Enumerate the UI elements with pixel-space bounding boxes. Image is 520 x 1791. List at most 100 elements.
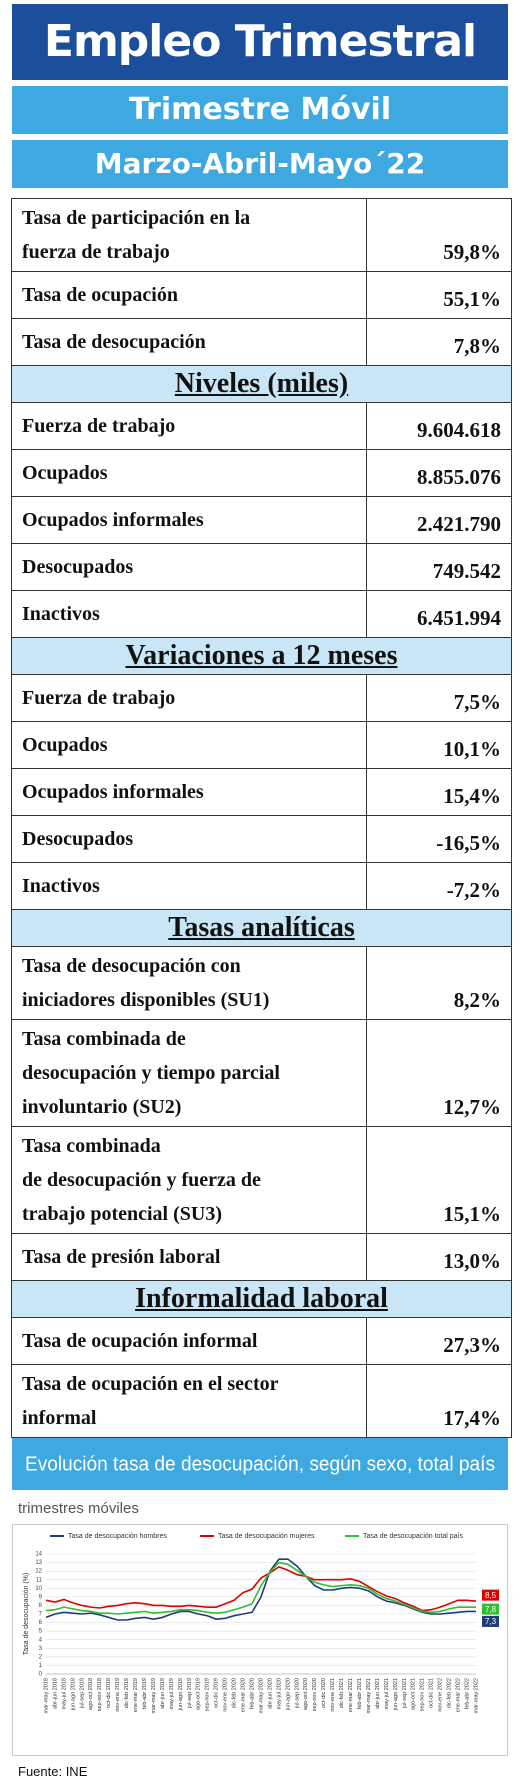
row-value: 15,1% — [366, 1126, 512, 1234]
x-tick-label: abr-jun 2018 — [52, 1678, 58, 1709]
row-label: Tasa combinada de desocupación y tiempo … — [11, 1019, 367, 1127]
y-tick-label: 6 — [39, 1620, 43, 1626]
row-value: 55,1% — [366, 271, 512, 319]
row-value: 2.421.790 — [366, 496, 512, 544]
y-tick-label: 9 — [39, 1594, 43, 1600]
row-value: -16,5% — [366, 815, 512, 863]
x-tick-label: dic-feb 2019 — [124, 1678, 130, 1708]
legend-label: Tasa de desocupación mujeres — [218, 1533, 315, 1540]
value-label: 7,8 — [485, 1605, 497, 1614]
row-value: 27,3% — [366, 1317, 512, 1365]
row-label: Ocupados informales — [11, 768, 367, 816]
x-tick-label: ago-oct 2019 — [196, 1678, 202, 1710]
x-tick-label: oct-dic 2020 — [321, 1678, 327, 1708]
x-tick-label: ago-oct 2021 — [411, 1678, 417, 1710]
row-label: Tasa de presión laboral — [11, 1233, 367, 1281]
table-row: Desocupados 749.542 — [11, 543, 512, 591]
value-label: 8,5 — [485, 1591, 497, 1600]
y-tick-label: 1 — [39, 1663, 43, 1669]
x-tick-label: jul-sep 2020 — [294, 1678, 300, 1709]
x-tick-label: feb-abr 2021 — [357, 1678, 363, 1709]
row-label: Ocupados — [11, 449, 367, 497]
x-tick-label: ene-mar 2022 — [456, 1678, 462, 1712]
table-row: Tasa de ocupación informal 27,3% — [11, 1317, 512, 1365]
row-value: 13,0% — [366, 1233, 512, 1281]
row-label: Desocupados — [11, 815, 367, 863]
x-tick-label: oct-dic 2019 — [214, 1678, 220, 1708]
table-row: Ocupados informales 2.421.790 — [11, 496, 512, 544]
x-tick-label: ago-oct 2018 — [88, 1678, 94, 1710]
value-label-box — [482, 1603, 499, 1615]
row-label: Tasa de ocupación informal — [11, 1317, 367, 1365]
x-tick-label: oct-dic 2021 — [429, 1678, 435, 1708]
row-label: Tasa de desocupación — [11, 318, 367, 366]
table-row: Ocupados informales 15,4% — [11, 768, 512, 816]
row-label: Desocupados — [11, 543, 367, 591]
table-row: Tasa de ocupación en el sector informal 1… — [11, 1364, 512, 1438]
legend-label: Tasa de desocupación hombres — [68, 1533, 167, 1540]
value-label-box — [482, 1615, 499, 1627]
y-tick-label: 7 — [39, 1612, 43, 1618]
x-tick-label: sep-nov 2020 — [312, 1678, 318, 1711]
x-tick-label: mar-may 2019 — [151, 1678, 157, 1713]
y-tick-label: 0 — [39, 1672, 43, 1678]
row-label: Tasa de participación en la fuerza de tr… — [11, 198, 367, 272]
row-value: 8.855.076 — [366, 449, 512, 497]
row-value: 17,4% — [366, 1364, 512, 1438]
table-row: Desocupados -16,5% — [11, 815, 512, 863]
x-tick-label: jul-sep 2018 — [79, 1678, 85, 1709]
y-tick-label: 3 — [39, 1646, 43, 1652]
x-tick-label: mar-may 2020 — [258, 1678, 264, 1713]
y-tick-label: 5 — [39, 1629, 43, 1635]
section-row: Variaciones a 12 meses — [11, 637, 512, 675]
x-tick-label: jun-ago 2019 — [178, 1678, 184, 1711]
x-tick-label: sep-nov 2018 — [97, 1678, 103, 1711]
table-row: Ocupados 8.855.076 — [11, 449, 512, 497]
x-tick-label: may-jul 2018 — [61, 1678, 67, 1710]
x-tick-label: may-jul 2019 — [169, 1678, 175, 1710]
row-value: 10,1% — [366, 721, 512, 769]
y-tick-label: 8 — [39, 1603, 43, 1609]
row-label: Tasa combinada de desocupación y fuerza … — [11, 1126, 367, 1234]
x-tick-label: jul-sep 2019 — [187, 1678, 193, 1709]
chart-banner: Evolución tasa de desocupación, según se… — [12, 1438, 508, 1490]
x-tick-label: dic-feb 2020 — [232, 1678, 238, 1708]
x-tick-label: dic-feb 2022 — [447, 1678, 453, 1708]
x-tick-label: mar-may 2022 — [473, 1678, 479, 1713]
row-value: 59,8% — [366, 198, 512, 272]
series-line — [45, 1565, 477, 1612]
x-tick-label: abr-jun 2021 — [375, 1678, 381, 1709]
x-tick-label: jun-ago 2020 — [285, 1678, 291, 1711]
section-row: Tasas analíticas — [11, 909, 512, 947]
y-tick-label: 2 — [39, 1654, 43, 1660]
section-heading: Informalidad laboral — [11, 1280, 512, 1318]
x-tick-label: jul-sep 2021 — [402, 1678, 408, 1709]
period: Marzo-Abril-Mayo´22 — [12, 140, 508, 188]
section-heading: Tasas analíticas — [11, 909, 512, 947]
row-label: Fuerza de trabajo — [11, 402, 367, 450]
x-tick-label: nov-ene 2022 — [438, 1678, 444, 1712]
x-tick-label: nov-ene 2021 — [330, 1678, 336, 1712]
table-row: Tasa de desocupación con iniciadores dis… — [11, 946, 512, 1020]
x-tick-label: mar-may 2021 — [366, 1678, 372, 1713]
y-tick-label: 14 — [35, 1552, 42, 1558]
table-row: Inactivos -7,2% — [11, 862, 512, 910]
series-line — [45, 1558, 476, 1621]
section-heading: Variaciones a 12 meses — [11, 637, 512, 675]
x-tick-label: feb-abr 2019 — [142, 1678, 148, 1709]
source: Fuente: INE — [18, 1764, 88, 1779]
y-tick-label: 11 — [36, 1577, 43, 1583]
series-line — [45, 1561, 476, 1615]
x-tick-label: feb-abr 2022 — [464, 1678, 470, 1709]
table-row: Tasa de presión laboral 13,0% — [11, 1233, 512, 1281]
section-heading: Niveles (miles) — [11, 365, 512, 403]
section-row: Niveles (miles) — [11, 365, 512, 403]
y-tick-label: 12 — [35, 1569, 42, 1575]
x-tick-label: dic-feb 2021 — [339, 1678, 345, 1708]
x-tick-label: mar-may 2018 — [43, 1678, 49, 1713]
indicator-table: Tasa de participación en la fuerza de tr… — [11, 198, 512, 1438]
title: Empleo Trimestral — [12, 4, 508, 80]
y-tick-label: 10 — [35, 1586, 42, 1592]
x-tick-label: sep-nov 2021 — [420, 1678, 426, 1711]
row-value: 7,8% — [366, 318, 512, 366]
